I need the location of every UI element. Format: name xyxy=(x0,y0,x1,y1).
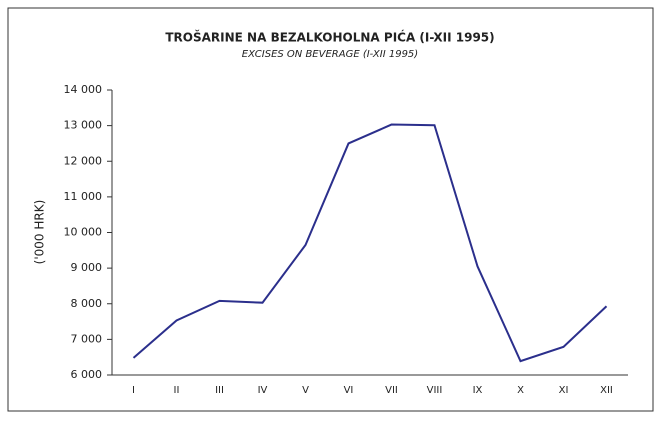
y-axis-label: ('000 HRK) xyxy=(33,200,47,265)
x-tick-label: III xyxy=(215,385,224,396)
x-tick-label: II xyxy=(174,385,180,396)
y-tick-label: 12 000 xyxy=(64,154,103,167)
y-tick-label: 7 000 xyxy=(71,332,103,345)
x-tick-label: XII xyxy=(600,385,613,396)
x-tick-label: VII xyxy=(385,385,398,396)
x-tick-label: VIII xyxy=(427,385,443,396)
chart-subtitle: EXCISES ON BEVERAGE (I-XII 1995) xyxy=(242,49,418,60)
x-tick-label: X xyxy=(517,385,524,396)
x-tick-label: XI xyxy=(559,385,569,396)
x-tick-label: I xyxy=(132,385,135,396)
x-tick-label: V xyxy=(302,385,309,396)
chart-title: TROŠARINE NA BEZALKOHOLNA PIĆA (I-XII 19… xyxy=(165,30,494,45)
y-tick-label: 13 000 xyxy=(64,119,103,132)
x-tick-label: IV xyxy=(258,385,268,396)
x-tick-label: VI xyxy=(344,385,354,396)
y-tick-label: 6 000 xyxy=(71,368,103,381)
y-tick-label: 11 000 xyxy=(64,190,103,203)
y-tick-label: 8 000 xyxy=(71,297,103,310)
frame xyxy=(7,7,654,412)
y-tick-label: 10 000 xyxy=(64,226,103,239)
y-tick-label: 14 000 xyxy=(64,83,103,96)
line xyxy=(132,123,608,363)
x-tick-label: IX xyxy=(473,385,483,396)
y-tick-label: 9 000 xyxy=(71,261,103,274)
